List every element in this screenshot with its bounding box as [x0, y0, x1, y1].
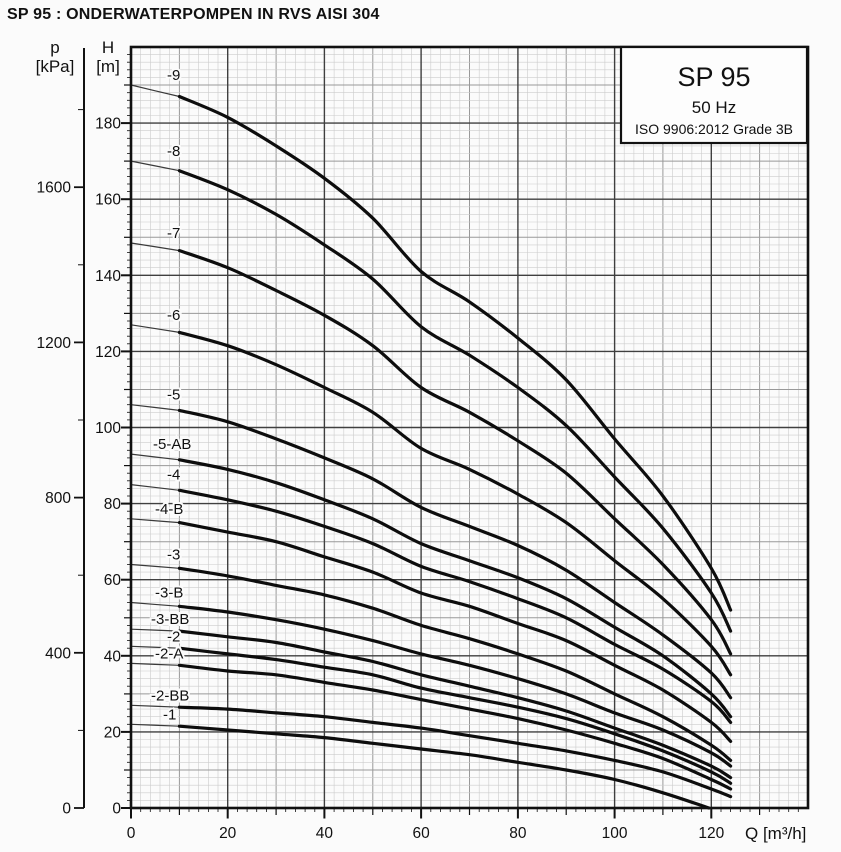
curve-label-3: -3 [167, 547, 180, 564]
flow-axis-tick-label: 20 [219, 825, 237, 842]
legend-model: SP 95 [677, 62, 750, 92]
legend-standard: ISO 9906:2012 Grade 3B [635, 121, 793, 137]
plot-frame [129, 45, 810, 810]
pump-curve-4 [177, 488, 733, 724]
pressure-axis-tick-label: 800 [45, 490, 71, 507]
curve-label-5: -5 [167, 387, 180, 404]
pressure-axis-tick-label: 1200 [37, 335, 72, 352]
flow-axis-tick-label: 80 [509, 825, 527, 842]
head-axis-tick-label: 0 [112, 801, 121, 818]
curve-label-2-BB: -2-BB [151, 687, 189, 704]
pump-curve-3 [177, 566, 733, 762]
pump-curve-leadin-4-B [130, 518, 180, 524]
curve-label-3-B: -3-B [155, 585, 183, 602]
head-axis-label: H [102, 38, 114, 57]
flow-axis-tick-label: 120 [698, 825, 724, 842]
curve-label-2-A: -2-A [155, 645, 183, 662]
pump-curve-8 [177, 169, 733, 633]
curve-label-5-AB: -5-AB [153, 436, 191, 453]
pump-curves [130, 84, 733, 810]
pump-curve-7 [177, 249, 733, 656]
flow-axis-tick-label: 0 [127, 825, 136, 842]
pressure-axis-tick-label: 400 [45, 645, 71, 662]
curve-label-3-BB: -3-BB [151, 611, 189, 628]
pump-curve-leadin-5-AB [130, 453, 180, 461]
flow-axis-tick-label: 40 [316, 825, 334, 842]
pump-curve-leadin-1 [130, 723, 180, 727]
pump-curve-leadin-9 [130, 84, 180, 98]
curve-label-8: -8 [167, 143, 180, 160]
curve-label-7: -7 [167, 225, 180, 242]
pump-curve-5-AB [177, 458, 733, 719]
curve-labels: -9 -8 -7 -6 -5 -5-AB -4 -4-B -3 -3-B -3-BB-2-2-A -2… [149, 65, 193, 725]
pump-curve-2-A [177, 663, 733, 791]
pump-curve-leadin-3-B [130, 601, 180, 607]
curve-label-9: -9 [167, 67, 180, 84]
pressure-axis-label: p [50, 38, 59, 57]
pressure-axis-unit: [kPa] [36, 57, 75, 76]
head-axis-tick-label: 180 [95, 116, 121, 133]
pump-curve-leadin-6 [130, 324, 180, 333]
grid [131, 47, 808, 808]
legend-box: SP 95 50 Hz ISO 9906:2012 Grade 3B [619, 45, 809, 145]
pump-curve-leadin-2 [130, 645, 180, 649]
pump-curve-1 [177, 724, 711, 810]
page-title: SP 95 : ONDERWATERPOMPEN IN RVS AISI 304 [7, 6, 380, 23]
head-axis-tick-label: 80 [104, 496, 122, 513]
head-axis-tick-label: 160 [95, 192, 121, 209]
pump-curve-3-BB [177, 629, 733, 780]
legend-box-frame [619, 45, 809, 145]
pump-curve-5 [177, 408, 733, 700]
pump-curve-leadin-5 [130, 404, 180, 411]
pressure-axis-tick-label: 1600 [37, 180, 72, 197]
pump-curve-3-B [177, 604, 733, 768]
pump-curve-leadin-2-A [130, 662, 180, 666]
pump-curve-leadin-8 [130, 160, 180, 172]
legend-frequency: 50 Hz [692, 98, 736, 117]
flow-axis-tick-label: 60 [412, 825, 430, 842]
head-axis-tick-label: 40 [104, 648, 122, 665]
pump-curve-2 [177, 646, 733, 785]
pump-curve-2-BB [177, 705, 733, 799]
curve-label-2: -2 [167, 628, 180, 645]
pressure-axis-tick-label: 0 [62, 801, 71, 818]
head-axis-tick-label: 140 [95, 268, 121, 285]
head-axis-tick-label: 20 [104, 724, 122, 741]
head-axis-unit: [m] [96, 57, 120, 76]
pump-curve-leadin-7 [130, 242, 180, 252]
flow-axis-tick-label: 100 [602, 825, 628, 842]
pump-curve-leadin-3-BB [130, 628, 180, 632]
curve-label-4-B: -4-B [155, 501, 183, 518]
flow-axis-label: Q [m³/h] [745, 824, 806, 843]
axis-ticks [74, 54, 799, 819]
curve-label-4: -4 [167, 467, 180, 484]
pump-curve-9 [177, 94, 733, 612]
pump-curve-leadin-2-BB [130, 704, 180, 708]
curve-label-6: -6 [167, 307, 180, 324]
head-axis-tick-label: 120 [95, 344, 121, 361]
head-axis-tick-label: 60 [104, 572, 122, 589]
pump-curve-leadin-3 [130, 563, 180, 569]
curve-label-1: -1 [163, 706, 176, 723]
pump-curve-6 [177, 330, 733, 677]
pump-curve-leadin-4 [130, 484, 180, 491]
pump-curve-4-B [177, 521, 733, 743]
head-axis-tick-label: 100 [95, 420, 121, 437]
